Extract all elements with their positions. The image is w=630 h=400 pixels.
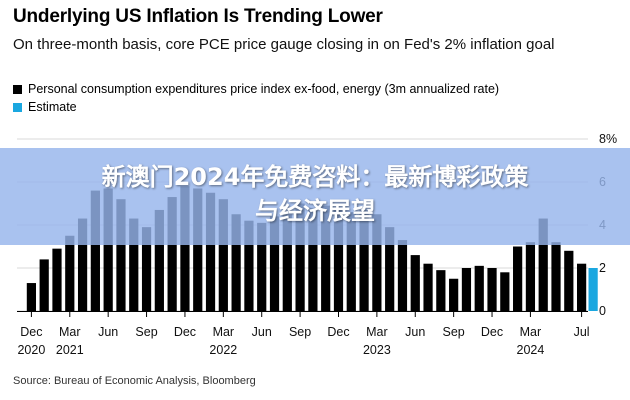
data-bar (513, 246, 523, 311)
legend-item-pce: Personal consumption expenditures price … (13, 82, 499, 96)
data-bar (436, 270, 446, 311)
chart-title: Underlying US Inflation Is Trending Lowe… (13, 6, 383, 27)
legend-item-estimate: Estimate (13, 100, 77, 114)
data-bar (52, 248, 62, 311)
y-tick-label: 0 (599, 304, 606, 318)
x-tick-label: Dec (327, 325, 349, 339)
data-bar (180, 186, 190, 311)
data-bar (538, 218, 548, 311)
x-tick-label: Mar (213, 325, 235, 339)
data-bar (90, 190, 100, 311)
data-bar (474, 265, 484, 311)
y-tick-label: 2 (599, 261, 606, 275)
data-bar (205, 192, 216, 311)
data-bar (525, 242, 536, 311)
data-bar (295, 203, 305, 311)
data-bar (449, 278, 459, 311)
data-bar (410, 255, 420, 311)
x-tick-label: Mar (366, 325, 388, 339)
x-tick-label: Mar (520, 325, 542, 339)
source-note: Source: Bureau of Economic Analysis, Blo… (13, 375, 256, 387)
banner-line-2: 与经济展望 (255, 197, 375, 225)
data-bar (397, 240, 408, 311)
y-tick-label: 8% (599, 132, 617, 146)
chart-subtitle: On three-month basis, core PCE price gau… (13, 36, 555, 53)
data-bar (193, 188, 203, 311)
data-bar (551, 242, 561, 311)
x-tick-label: Dec (20, 325, 42, 339)
data-bar (154, 209, 164, 311)
x-year-label: 2022 (209, 343, 237, 357)
data-bar (372, 214, 382, 311)
data-bar (244, 220, 254, 311)
legend-swatch-blue (13, 102, 22, 112)
x-tick-label: Sep (135, 325, 157, 339)
x-year-label: 2023 (363, 343, 391, 357)
data-bar (269, 216, 280, 311)
data-bar (231, 214, 241, 311)
data-bar (576, 263, 587, 311)
x-year-label: 2024 (517, 343, 545, 357)
x-year-label: 2020 (17, 343, 45, 357)
data-bar (129, 218, 139, 311)
data-bar (423, 263, 433, 311)
x-tick-label: Jun (252, 325, 272, 339)
overlay-banner-text: 新澳门2024年免费咨料：最新博彩政策 与经济展望 (0, 160, 630, 228)
legend-label-pce: Personal consumption expenditures price … (28, 82, 500, 96)
x-tick-label: Sep (443, 325, 465, 339)
data-bar (461, 268, 472, 311)
data-bar (564, 250, 574, 311)
data-bar (487, 268, 497, 311)
data-bar (308, 207, 318, 311)
x-year-label: 2021 (56, 343, 84, 357)
data-bar (321, 205, 331, 311)
data-bar (77, 218, 88, 311)
x-tick-label: Jun (405, 325, 425, 339)
x-tick-label: Dec (174, 325, 196, 339)
x-tick-label: Sep (289, 325, 311, 339)
data-bar (282, 214, 292, 311)
x-tick-label: Mar (59, 325, 81, 339)
estimate-bars (588, 268, 598, 311)
data-bar (218, 199, 228, 311)
overlay-banner (0, 148, 630, 245)
data-bar (141, 227, 152, 311)
x-axis-ticks: Dec Mar Jun Sep Dec Mar Jun Sep Dec Mar Jun Sep Dec M… (17, 312, 590, 357)
data-bar (103, 188, 113, 311)
legend-label-estimate: Estimate (28, 100, 77, 114)
data-bar (333, 209, 344, 311)
legend-swatch-black (13, 84, 22, 94)
x-tick-label: Jun (98, 325, 118, 339)
data-bar (359, 209, 369, 311)
x-tick-label: Dec (481, 325, 503, 339)
data-bar (116, 199, 126, 311)
estimate-bar (588, 268, 598, 311)
x-tick-label: Jul (574, 325, 590, 339)
data-bar (385, 227, 395, 311)
data-bar (346, 212, 356, 311)
data-bar (65, 235, 75, 311)
banner-line-1: 新澳门2024年免费咨料：最新博彩政策 (101, 163, 529, 191)
data-bar (257, 222, 267, 311)
data-bar (26, 283, 37, 311)
data-bar (167, 197, 177, 311)
data-bar (500, 272, 510, 311)
bars (26, 186, 587, 311)
data-bar (39, 259, 49, 311)
